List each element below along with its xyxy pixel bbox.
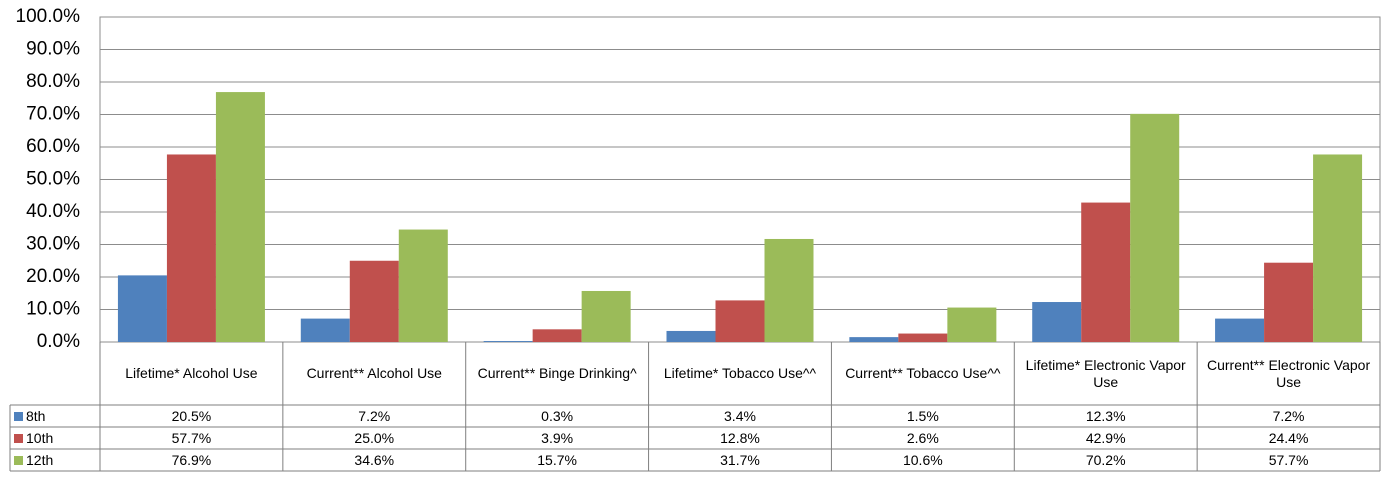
- legend-label: 10th: [26, 430, 54, 446]
- bar: [483, 341, 533, 342]
- bar: [1215, 318, 1265, 342]
- bar: [1264, 262, 1314, 342]
- category-label: Current** Binge Drinking^: [477, 365, 637, 381]
- y-tick-label: 70.0%: [26, 104, 80, 125]
- table-cell: 1.5%: [906, 407, 939, 424]
- table-cell: 34.6%: [354, 451, 395, 468]
- bar: [849, 337, 899, 342]
- bar: [215, 92, 265, 342]
- legend-label: 8th: [26, 408, 46, 424]
- bar: [715, 300, 765, 342]
- table-cell: 42.9%: [1085, 429, 1126, 446]
- category-label: Current** Alcohol Use: [306, 365, 442, 381]
- category-label: Lifetime* Electronic Vapor Use: [1025, 356, 1186, 390]
- bar: [300, 318, 350, 342]
- table-cell: 2.6%: [906, 429, 939, 446]
- bar: [898, 333, 948, 342]
- bar: [666, 330, 716, 342]
- bar: [947, 307, 997, 342]
- bar: [117, 275, 167, 342]
- table-cell: 76.9%: [171, 451, 212, 468]
- table-cell: 24.4%: [1268, 429, 1309, 446]
- table-cell: 57.7%: [171, 429, 212, 446]
- legend-entry: 8th: [10, 405, 100, 427]
- bar: [764, 238, 814, 342]
- bar: [1130, 113, 1180, 342]
- table-cell: 12.3%: [1085, 407, 1126, 424]
- bar: [1081, 202, 1131, 342]
- bar: [581, 290, 631, 342]
- table-cell: 25.0%: [354, 429, 395, 446]
- legend-swatch: [14, 455, 23, 465]
- table-cell: 70.2%: [1085, 451, 1126, 468]
- bar: [166, 154, 216, 342]
- bar: [349, 260, 399, 342]
- y-tick-label: 30.0%: [26, 234, 80, 255]
- table-cell: 7.2%: [358, 407, 391, 424]
- y-tick-label: 50.0%: [26, 169, 80, 190]
- table-cell: 12.8%: [720, 429, 760, 446]
- table-cell: 15.7%: [537, 451, 577, 468]
- bar: [398, 229, 448, 342]
- table-cell: 7.2%: [1272, 407, 1305, 424]
- table-cell: 10.6%: [902, 451, 943, 468]
- category-label: Current** Tobacco Use^^: [845, 365, 1001, 381]
- y-tick-label: 0.0%: [37, 331, 80, 352]
- y-tick-label: 40.0%: [26, 201, 80, 222]
- y-tick-label: 80.0%: [26, 71, 80, 92]
- legend-entry: 10th: [10, 427, 100, 449]
- bar: [1032, 302, 1082, 342]
- y-tick-label: 10.0%: [26, 299, 80, 320]
- table-cell: 31.7%: [720, 451, 760, 468]
- table-cell: 57.7%: [1268, 451, 1309, 468]
- table-cell: 20.5%: [171, 407, 212, 424]
- category-label: Lifetime* Alcohol Use: [125, 365, 258, 381]
- y-tick-label: 90.0%: [26, 39, 80, 60]
- category-label: Lifetime* Tobacco Use^^: [663, 365, 817, 381]
- legend-swatch: [14, 433, 23, 443]
- bar: [1313, 154, 1363, 342]
- y-tick-label: 20.0%: [26, 266, 80, 287]
- table-cell: 3.4%: [724, 407, 756, 424]
- y-tick-label: 60.0%: [26, 136, 80, 157]
- y-tick-label: 100.0%: [16, 6, 81, 27]
- legend-swatch: [14, 411, 23, 421]
- category-label: Current** Electronic Vapor Use: [1206, 356, 1371, 390]
- legend-entry: 12th: [10, 449, 100, 471]
- bar: [532, 329, 582, 342]
- table-cell: 3.9%: [541, 429, 574, 446]
- legend-label: 12th: [26, 452, 54, 468]
- table-cell: 0.3%: [541, 407, 574, 424]
